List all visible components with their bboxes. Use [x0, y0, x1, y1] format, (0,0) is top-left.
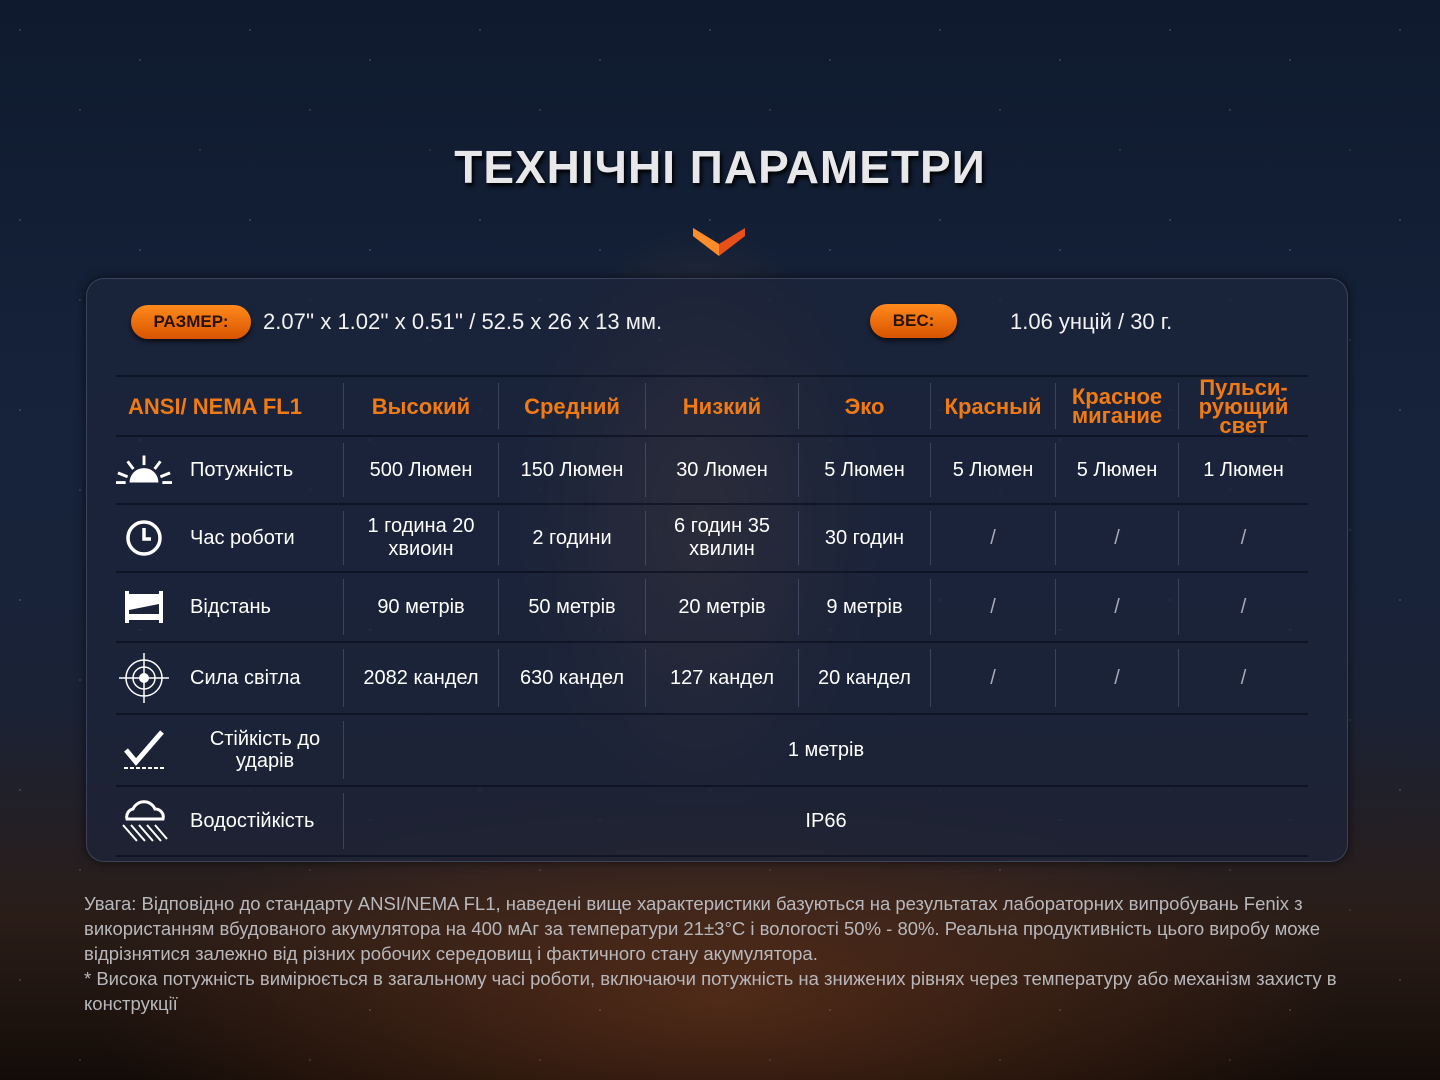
beam-distance-icon: [116, 590, 172, 624]
weight-value: 1.06 унцій / 30 г.: [1010, 309, 1173, 334]
table-cell: /: [1055, 511, 1178, 565]
table-cell: 6 годин 35 хвилин: [645, 511, 798, 565]
table-cell: /: [1178, 511, 1308, 565]
chevron-down-icon: [693, 228, 745, 256]
row-label-text: Час роботи: [190, 527, 295, 549]
row-label: Потужність: [116, 443, 343, 497]
table-cell: 20 метрів: [645, 579, 798, 635]
row-label: Стійкість до ударів: [116, 721, 343, 779]
disclaimer-note: Увага: Відповідно до стандарту ANSI/NEMA…: [84, 891, 1344, 1016]
table-cell: /: [1178, 649, 1308, 707]
table-cell: 9 метрів: [798, 579, 930, 635]
table-cell: 30 годин: [798, 511, 930, 565]
size-badge: РАЗМЕР:: [131, 305, 251, 339]
table-cell: 30 Люмен: [645, 443, 798, 497]
row-label: Сила світла: [116, 649, 343, 707]
table-cell: 5 Люмен: [1055, 443, 1178, 497]
header-standard: ANSI/ NEMA FL1: [128, 393, 302, 419]
table-cell: /: [930, 649, 1055, 707]
table-cell: 20 кандел: [798, 649, 930, 707]
row-label-text: Відстань: [190, 596, 271, 618]
table-cell: 2082 кандел: [343, 649, 498, 707]
table-cell: /: [930, 511, 1055, 565]
table-cell: 5 Люмен: [798, 443, 930, 497]
note-asterisk: * Висока потужність вимірюється в загаль…: [84, 968, 1337, 1014]
header-high: Высокий: [343, 383, 498, 429]
table-cell: 150 Люмен: [498, 443, 645, 497]
header-red-flash: Красное мигание: [1055, 383, 1178, 429]
table-row-distance: Відстань 90 метрів 50 метрів 20 метрів 9 мет…: [116, 573, 1308, 643]
impact-check-icon: [116, 730, 172, 770]
row-label: Час роботи: [116, 511, 343, 565]
note-paragraph: Увага: Відповідно до стандарту ANSI/NEMA…: [84, 893, 1321, 964]
weight-badge: ВЕС:: [870, 304, 957, 338]
header-pulse: Пульси-рующий свет: [1178, 376, 1308, 436]
table-row-output: Потужність 500 Люмен 150 Люмен 30 Люмен 5 Лю…: [116, 437, 1308, 505]
row-label-text: Потужність: [190, 459, 294, 481]
table-cell: /: [1055, 579, 1178, 635]
rain-cloud-icon: [116, 799, 172, 843]
table-cell: 127 кандел: [645, 649, 798, 707]
table-cell-merged: IP66: [343, 793, 1308, 849]
row-label: Відстань: [116, 579, 343, 635]
spec-table: ANSI/ NEMA FL1 Высокий Средний Низкий Эк…: [116, 375, 1308, 857]
table-cell: 50 метрів: [498, 579, 645, 635]
table-row-intensity: Сила світла 2082 кандел 630 кандел 127 канд…: [116, 643, 1308, 715]
row-label: Водостійкість: [116, 793, 343, 849]
table-cell: 5 Люмен: [930, 443, 1055, 497]
table-cell: /: [1178, 579, 1308, 635]
table-cell: 1 година 20 хвиоин: [343, 511, 498, 565]
table-cell: 1 Люмен: [1178, 443, 1308, 497]
header-medium: Средний: [498, 383, 645, 429]
row-label-text: Сила світла: [190, 667, 301, 689]
header-eco: Эко: [798, 383, 930, 429]
header-low: Низкий: [645, 383, 798, 429]
page-title: ТЕХНІЧНІ ПАРАМЕТРИ: [454, 141, 986, 193]
row-label-text: Водостійкість: [190, 810, 315, 832]
table-row-runtime: Час роботи 1 година 20 хвиоин 2 години 6 го…: [116, 505, 1308, 573]
table-row-waterproof: Водостійкість IP66: [116, 787, 1308, 857]
row-label-text: Стійкість до ударів: [209, 728, 321, 772]
table-cell: 500 Люмен: [343, 443, 498, 497]
table-cell: 2 години: [498, 511, 645, 565]
target-icon: [116, 653, 172, 703]
table-row-impact: Стійкість до ударів 1 метрів: [116, 715, 1308, 787]
table-header: ANSI/ NEMA FL1 Высокий Средний Низкий Эк…: [116, 375, 1308, 437]
sun-burst-icon: [116, 453, 172, 487]
table-cell: 90 метрів: [343, 579, 498, 635]
table-cell: /: [1055, 649, 1178, 707]
table-cell: /: [930, 579, 1055, 635]
clock-icon: [116, 519, 172, 557]
table-cell: 630 кандел: [498, 649, 645, 707]
header-red: Красный: [930, 383, 1055, 429]
table-cell-merged: 1 метрів: [343, 721, 1308, 779]
size-value: 2.07'' x 1.02'' x 0.51'' / 52.5 x 26 x 1…: [263, 309, 663, 334]
